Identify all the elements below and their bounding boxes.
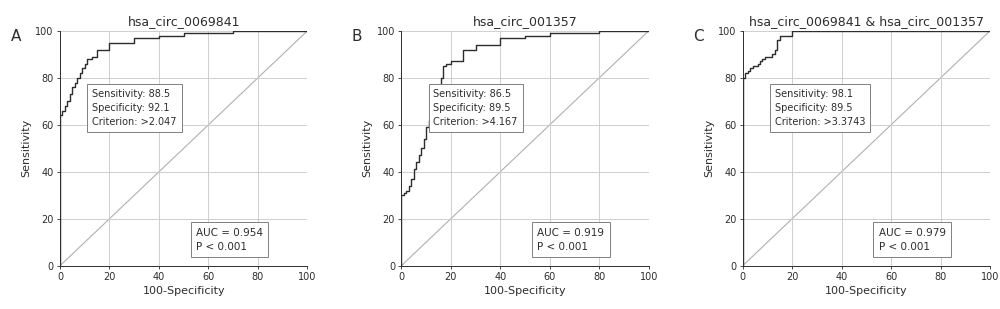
Text: Sensitivity: 98.1
Specificity: 89.5
Criterion: >3.3743: Sensitivity: 98.1 Specificity: 89.5 Crit… bbox=[775, 89, 865, 127]
Text: AUC = 0.954
P < 0.001: AUC = 0.954 P < 0.001 bbox=[196, 228, 263, 252]
Text: C: C bbox=[693, 28, 704, 44]
Y-axis label: Sensitivity: Sensitivity bbox=[21, 119, 31, 177]
X-axis label: 100-Specificity: 100-Specificity bbox=[142, 286, 225, 296]
X-axis label: 100-Specificity: 100-Specificity bbox=[825, 286, 908, 296]
Title: hsa_circ_0069841: hsa_circ_0069841 bbox=[127, 15, 240, 28]
Title: hsa_circ_001357: hsa_circ_001357 bbox=[473, 15, 577, 28]
Text: A: A bbox=[11, 28, 21, 44]
Title: hsa_circ_0069841 & hsa_circ_001357: hsa_circ_0069841 & hsa_circ_001357 bbox=[749, 15, 984, 28]
Text: Sensitivity: 86.5
Specificity: 89.5
Criterion: >4.167: Sensitivity: 86.5 Specificity: 89.5 Crit… bbox=[433, 89, 518, 127]
Text: Sensitivity: 88.5
Specificity: 92.1
Criterion: >2.047: Sensitivity: 88.5 Specificity: 92.1 Crit… bbox=[92, 89, 177, 127]
Y-axis label: Sensitivity: Sensitivity bbox=[704, 119, 714, 177]
Text: AUC = 0.919
P < 0.001: AUC = 0.919 P < 0.001 bbox=[537, 228, 604, 252]
Text: B: B bbox=[352, 28, 362, 44]
Y-axis label: Sensitivity: Sensitivity bbox=[363, 119, 373, 177]
X-axis label: 100-Specificity: 100-Specificity bbox=[484, 286, 566, 296]
Text: AUC = 0.979
P < 0.001: AUC = 0.979 P < 0.001 bbox=[879, 228, 946, 252]
